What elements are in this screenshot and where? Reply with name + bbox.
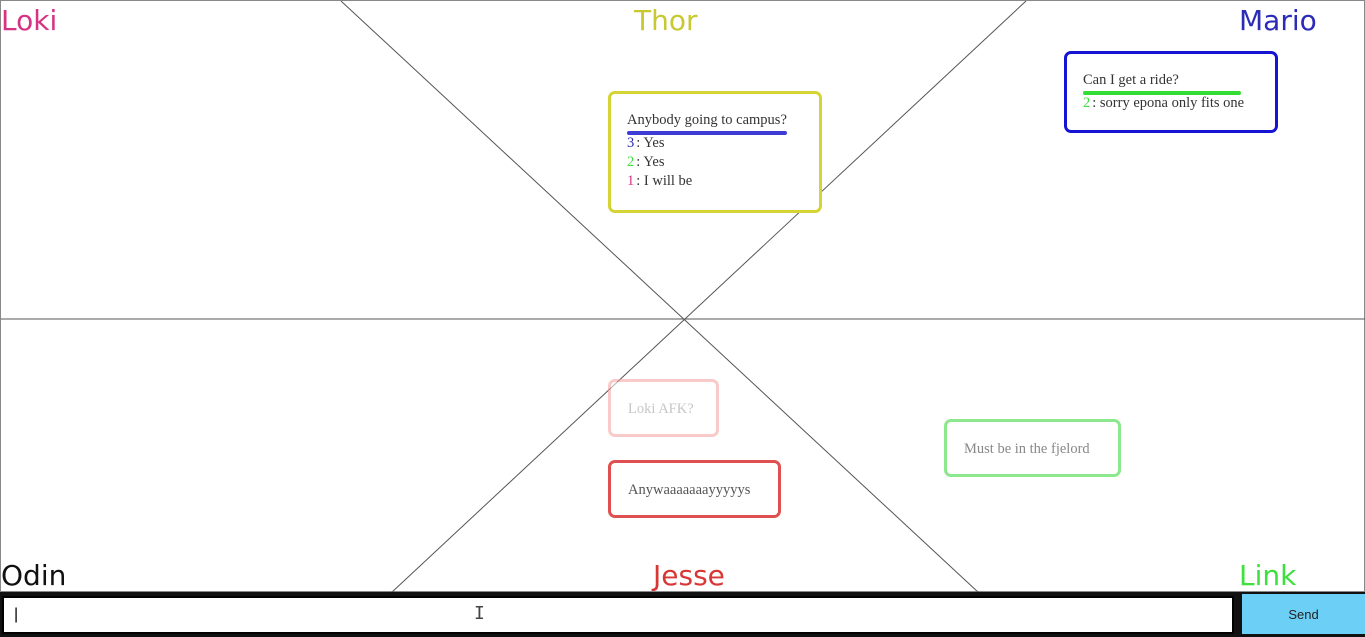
question-underline xyxy=(627,131,787,135)
reply-text: Yes xyxy=(643,135,665,151)
reply-item: 1: I will be xyxy=(627,173,693,189)
user-label-odin: Odin xyxy=(1,559,67,592)
reply-item: 2: sorry epona only fits one xyxy=(1083,95,1245,111)
user-label-link: Link xyxy=(1239,559,1297,592)
reply-item: 3: Yes xyxy=(627,135,665,151)
user-label-jesse: Jesse xyxy=(653,559,725,592)
message-bubble-link[interactable]: Must be in the fjelord xyxy=(944,419,1121,477)
reply-count: 1 xyxy=(627,173,635,189)
user-label-loki: Loki xyxy=(1,4,58,37)
divider-diagonal-left xyxy=(340,1,980,593)
divider-diagonal-right xyxy=(390,1,1027,593)
reply-text: Yes xyxy=(643,154,665,170)
message-text: Anywaaaaaaayyyyys xyxy=(628,482,751,498)
message-text: Must be in the fjelord xyxy=(964,441,1090,457)
reply-item: 2: Yes xyxy=(627,154,665,170)
question-label: Anybody going to campus? xyxy=(627,112,787,128)
message-text: Loki AFK? xyxy=(628,401,694,417)
message-bubble-thor[interactable]: Anybody going to campus? 3: Yes 2: Yes 1… xyxy=(608,91,822,213)
question-text: Can I get a ride? xyxy=(1083,72,1241,95)
user-label-mario: Mario xyxy=(1239,4,1317,37)
chat-board: Loki Thor Mario Odin Jesse Link Anybody … xyxy=(0,0,1365,593)
reply-text: I will be xyxy=(643,173,693,189)
message-bubble-jesse-faded[interactable]: Loki AFK? xyxy=(608,379,719,437)
reply-count: 2 xyxy=(1083,95,1091,111)
reply-count: 2 xyxy=(627,154,635,170)
sector-dividers xyxy=(1,1,1365,593)
reply-text: sorry epona only fits one xyxy=(1099,95,1245,111)
message-bubble-jesse[interactable]: Anywaaaaaaayyyyys xyxy=(608,460,781,518)
send-button[interactable]: Send xyxy=(1242,594,1365,634)
user-label-thor: Thor xyxy=(634,4,698,37)
reply-count: 3 xyxy=(627,135,635,151)
message-bubble-mario[interactable]: Can I get a ride? 2: sorry epona only fi… xyxy=(1064,51,1278,133)
question-text: Anybody going to campus? xyxy=(627,112,787,135)
question-underline xyxy=(1083,91,1241,95)
question-label: Can I get a ride? xyxy=(1083,72,1179,88)
message-input[interactable] xyxy=(2,596,1234,634)
